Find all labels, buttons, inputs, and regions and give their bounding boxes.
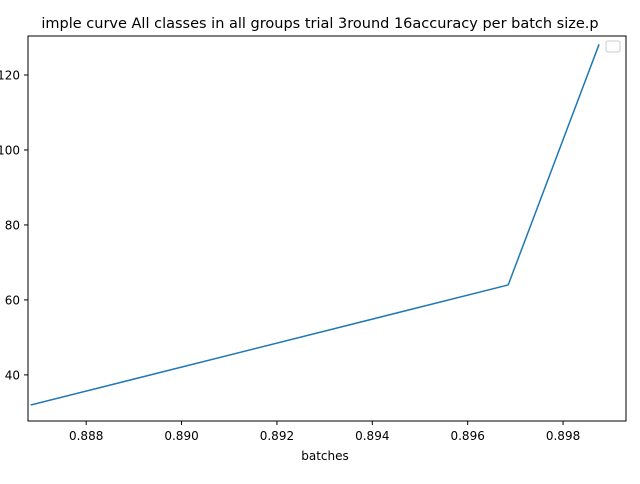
x-axis-ticks: 0.888 0.890 0.892 0.894 0.896 0.898 [69,421,580,443]
plot-background [28,36,626,421]
plot-frame [27,35,627,422]
x-tick-label: 0.892 [260,429,294,443]
x-tick-label: 0.894 [355,429,389,443]
x-tick-label: 0.896 [450,429,484,443]
legend-box [605,40,621,53]
y-tick-label: 60 [5,293,20,307]
series-line-0 [30,44,600,406]
plot-area [27,35,627,422]
y-axis-ticks: 40 60 80 100 120 [0,68,28,382]
x-tick-label: 0.898 [546,429,580,443]
y-tick-label: 120 [0,68,20,82]
y-tick-label: 80 [5,218,20,232]
chart-title: imple curve All classes in all groups tr… [41,16,598,32]
x-axis-label: batches [301,449,349,463]
x-tick-label: 0.890 [164,429,198,443]
y-tick-label: 40 [5,368,20,382]
y-tick-label: 100 [0,143,20,157]
x-tick-label: 0.888 [69,429,103,443]
